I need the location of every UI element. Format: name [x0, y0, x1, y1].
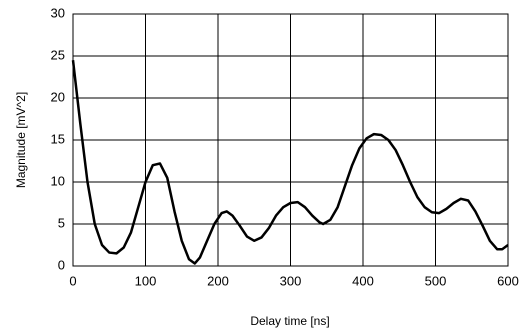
y-tick-label: 10 — [51, 173, 65, 188]
x-tick-label: 300 — [280, 273, 302, 288]
y-tick-label: 5 — [58, 215, 65, 230]
y-tick-label: 30 — [51, 5, 65, 20]
y-tick-label: 25 — [51, 47, 65, 62]
x-tick-label: 500 — [425, 273, 447, 288]
plot-frame — [72, 13, 509, 267]
x-tick-label: 200 — [207, 273, 229, 288]
y-tick-label: 0 — [58, 257, 65, 272]
data-line — [71, 60, 509, 265]
x-tick-label: 600 — [497, 273, 519, 288]
y-tick-label: 20 — [51, 89, 65, 104]
y-axis-label: Magnitude [mV^2] — [14, 92, 28, 188]
y-tick-label: 15 — [51, 131, 65, 146]
x-axis-label: Delay time [ns] — [250, 314, 329, 328]
x-tick-label: 100 — [135, 273, 157, 288]
x-tick-label: 400 — [352, 273, 374, 288]
x-tick-label: 0 — [69, 273, 76, 288]
